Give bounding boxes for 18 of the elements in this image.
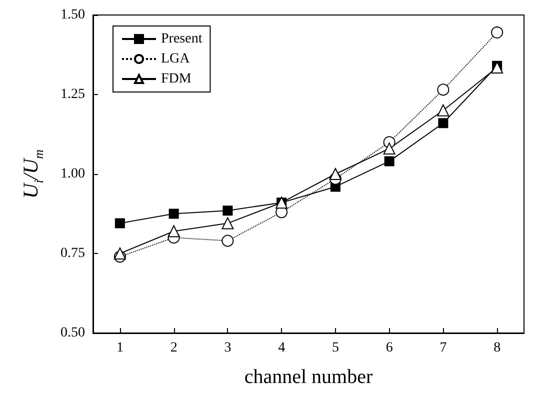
x-tick-label: 2 xyxy=(170,340,178,356)
x-tick-label: 3 xyxy=(224,340,232,356)
x-tick-label: 6 xyxy=(386,340,393,356)
x-tick-label: 8 xyxy=(494,340,501,356)
x-tick-label: 1 xyxy=(116,340,124,356)
y-tick-label: 1.25 xyxy=(60,87,85,102)
y-tick-label: 0.75 xyxy=(60,246,85,261)
x-tick-label: 7 xyxy=(440,340,447,356)
y-tick-label: 1.50 xyxy=(60,8,85,22)
y-axis-title: Ui/Um xyxy=(18,149,46,199)
x-tick-label: 4 xyxy=(278,340,286,356)
y-tick-label: 1.00 xyxy=(60,166,85,182)
x-tick-label: 5 xyxy=(332,340,339,356)
y-tick-label: 0.50 xyxy=(60,326,85,340)
legend-label: Present xyxy=(161,32,202,46)
x-axis-title: channel number xyxy=(244,366,373,388)
legend-label: FDM xyxy=(161,72,192,86)
legend-label: LGA xyxy=(161,52,191,66)
